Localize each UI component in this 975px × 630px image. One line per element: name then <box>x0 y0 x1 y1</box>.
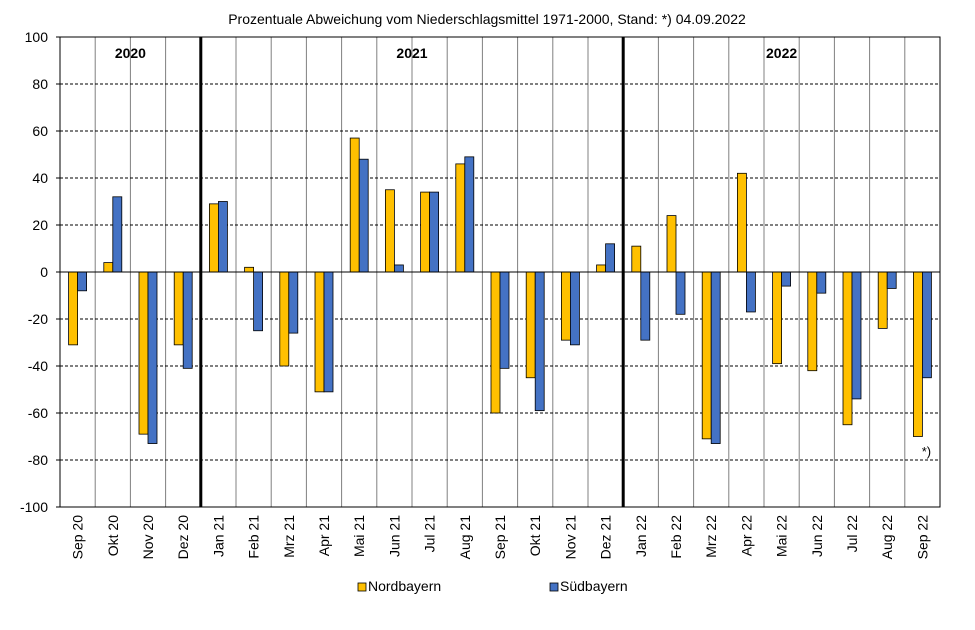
bar-suedbayern <box>147 271 158 444</box>
x-tick-label: Dez 21 <box>598 515 614 560</box>
annotation-footnote: *) <box>922 444 931 459</box>
bar-suedbayern <box>217 201 228 273</box>
x-tick-label: Aug 22 <box>879 515 895 560</box>
bar-suedbayern <box>534 271 545 412</box>
bar-nordbayern <box>420 191 431 273</box>
x-tick-label: Feb 21 <box>246 515 262 559</box>
bar-nordbayern <box>525 271 536 379</box>
x-tick-label: Jun 21 <box>386 515 402 557</box>
bar-nordbayern <box>138 271 149 435</box>
y-tick-label: 0 <box>40 264 48 280</box>
x-tick-label: Okt 20 <box>105 515 121 556</box>
bar-nordbayern <box>279 271 290 367</box>
year-label: 2021 <box>396 45 427 61</box>
bar-nordbayern <box>807 271 818 372</box>
x-tick-label: Okt 21 <box>527 515 543 556</box>
x-tick-label: Mrz 22 <box>703 515 719 558</box>
x-tick-label: Jan 21 <box>210 515 226 557</box>
bar-suedbayern <box>182 271 193 369</box>
y-tick-label: 60 <box>32 123 48 139</box>
bar-suedbayern <box>640 271 651 341</box>
y-tick-label: 100 <box>25 29 49 45</box>
x-tick-label: Sep 21 <box>492 515 508 560</box>
y-tick-label: 80 <box>32 76 48 92</box>
bar-nordbayern <box>244 266 255 273</box>
bar-suedbayern <box>675 271 686 315</box>
bar-suedbayern <box>605 243 615 273</box>
bar-nordbayern <box>314 271 325 393</box>
chart-title: Prozentuale Abweichung vom Niederschlags… <box>228 11 746 27</box>
bar-suedbayern <box>816 271 827 294</box>
x-tick-label: Mai 22 <box>774 515 790 557</box>
bar-suedbayern <box>358 158 369 273</box>
bar-nordbayern <box>631 245 642 273</box>
bar-suedbayern <box>886 271 897 289</box>
bar-nordbayern <box>349 137 360 273</box>
y-tick-label: 20 <box>32 217 48 233</box>
x-tick-label: Sep 20 <box>70 515 86 560</box>
bar-nordbayern <box>701 271 712 440</box>
bar-suedbayern <box>393 264 404 273</box>
legend-label: Südbayern <box>560 578 628 594</box>
bar-suedbayern <box>253 271 264 332</box>
bar-nordbayern <box>913 271 923 437</box>
x-tick-label: Jul 22 <box>844 515 860 553</box>
bar-nordbayern <box>455 163 466 273</box>
x-tick-label: Jun 22 <box>809 515 825 557</box>
bar-suedbayern <box>77 271 87 292</box>
x-tick-label: Feb 22 <box>668 515 684 559</box>
bar-nordbayern <box>596 264 606 273</box>
x-tick-label: Jul 21 <box>422 515 438 553</box>
y-tick-label: -40 <box>28 358 48 374</box>
x-tick-label: Nov 21 <box>562 515 578 560</box>
y-tick-label: 40 <box>32 170 48 186</box>
bar-suedbayern <box>464 156 475 273</box>
bar-suedbayern <box>323 271 334 393</box>
legend-swatch <box>549 582 559 592</box>
x-tick-label: Mrz 21 <box>281 515 297 558</box>
bar-nordbayern <box>772 271 782 365</box>
bar-suedbayern <box>499 271 510 369</box>
x-tick-label: Sep 22 <box>914 515 930 560</box>
bar-suedbayern <box>851 271 862 400</box>
year-label: 2022 <box>766 45 797 61</box>
bar-suedbayern <box>746 271 756 313</box>
y-tick-label: -80 <box>28 452 48 468</box>
legend-label: Nordbayern <box>368 578 441 594</box>
bar-nordbayern <box>103 262 114 273</box>
legend-swatch <box>357 582 367 592</box>
bar-suedbayern <box>710 271 721 444</box>
plot-border <box>59 36 941 508</box>
bar-nordbayern <box>173 271 184 346</box>
bar-nordbayern <box>666 215 677 273</box>
x-tick-label: Aug 21 <box>457 515 473 560</box>
y-tick-label: -100 <box>20 499 48 515</box>
x-tick-label: Nov 20 <box>140 515 156 560</box>
bar-nordbayern <box>561 271 571 341</box>
bar-nordbayern <box>384 189 395 273</box>
x-tick-label: Mai 21 <box>351 515 367 557</box>
bar-suedbayern <box>922 271 932 379</box>
plot-area: 100 80 60 40 20 0 -20 -40 -60 -80 -100 2020 2021 2022… <box>20 29 941 594</box>
bar-nordbayern <box>208 203 219 273</box>
bar-nordbayern <box>490 271 501 414</box>
x-tick-label: Jan 22 <box>633 515 649 557</box>
bar-suedbayern <box>781 271 791 287</box>
y-tick-label: -20 <box>28 311 48 327</box>
bar-suedbayern <box>429 191 440 273</box>
bar-suedbayern <box>570 271 580 346</box>
bar-nordbayern <box>737 172 747 273</box>
x-tick-label: Apr 21 <box>316 515 332 556</box>
bar-nordbayern <box>842 271 853 426</box>
bar-suedbayern <box>112 196 123 273</box>
x-tick-label: Dez 20 <box>175 515 191 560</box>
x-tick-label: Apr 22 <box>738 515 754 556</box>
year-label: 2020 <box>115 45 146 61</box>
y-tick-label: -60 <box>28 405 48 421</box>
bar-nordbayern <box>68 271 78 346</box>
bar-nordbayern <box>877 271 888 329</box>
bar-suedbayern <box>288 271 299 334</box>
